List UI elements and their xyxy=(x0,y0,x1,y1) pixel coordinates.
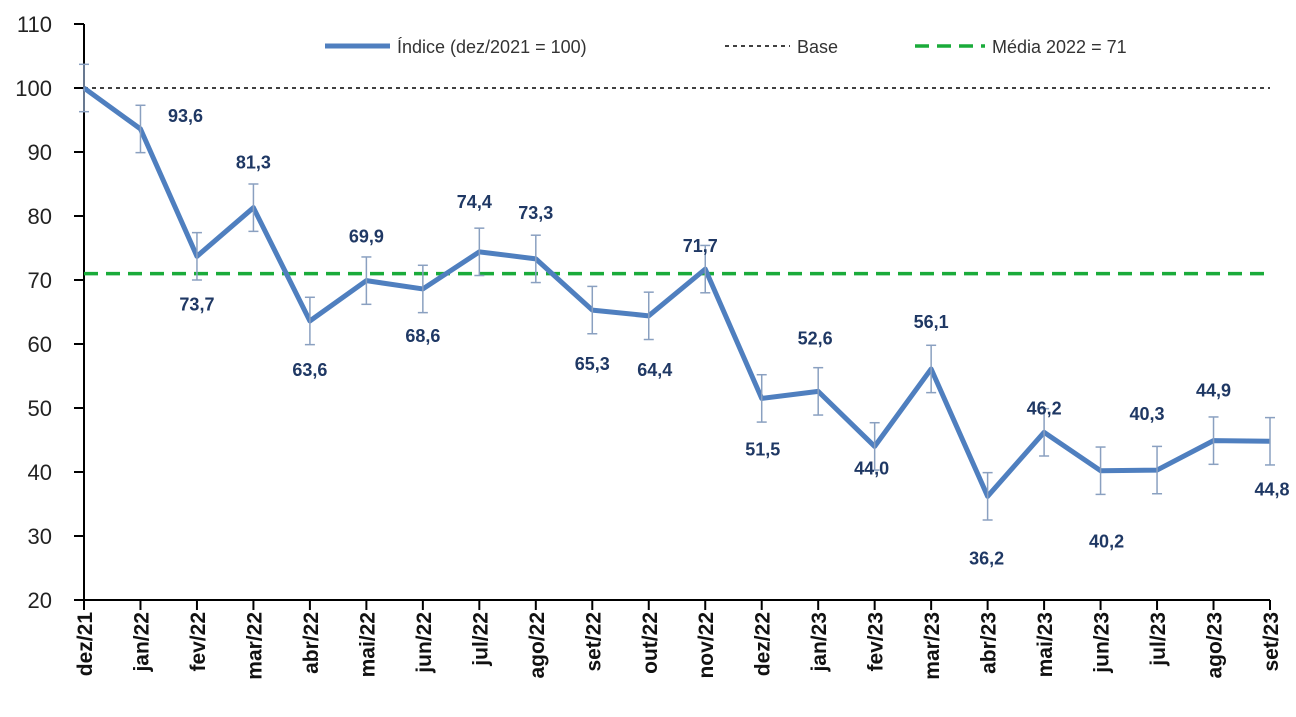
error-bar xyxy=(926,344,937,394)
data-label: 74,4 xyxy=(457,192,492,212)
error-bar xyxy=(1152,445,1163,495)
error-bar xyxy=(248,183,259,233)
data-label: 40,2 xyxy=(1089,532,1124,552)
x-tick-label: abr/22 xyxy=(300,612,323,674)
x-tick-label: jun/22 xyxy=(413,612,436,674)
x-tick-label: jan/22 xyxy=(130,612,153,673)
data-label: 44,9 xyxy=(1196,381,1231,401)
y-tick-label: 40 xyxy=(28,460,52,485)
error-bar xyxy=(869,421,880,471)
data-label: 64,4 xyxy=(637,360,672,380)
x-tick-label: dez/21 xyxy=(74,612,97,677)
data-label: 63,6 xyxy=(292,360,327,380)
error-bar xyxy=(1265,416,1275,466)
data-label: 73,7 xyxy=(179,294,214,314)
x-tick-label: fev/22 xyxy=(187,612,210,672)
y-tick-label: 50 xyxy=(28,396,52,421)
y-tick-label: 110 xyxy=(17,12,52,37)
error-bar xyxy=(191,231,202,281)
error-bar xyxy=(361,256,372,306)
y-tick-label: 60 xyxy=(28,332,52,357)
x-tick-label: abr/23 xyxy=(978,612,1001,674)
error-bar xyxy=(982,471,993,521)
legend-label: Média 2022 = 71 xyxy=(992,37,1127,57)
data-label: 46,2 xyxy=(1027,398,1062,418)
x-tick-label: jun/23 xyxy=(1091,612,1114,674)
x-tick-label: mar/23 xyxy=(921,612,944,680)
x-tick-label: jul/22 xyxy=(469,612,492,667)
error-bar xyxy=(1039,407,1050,457)
y-tick-label: 70 xyxy=(28,268,52,293)
data-label: 56,1 xyxy=(914,312,949,332)
error-bar xyxy=(417,264,428,314)
data-label: 93,6 xyxy=(168,106,203,126)
x-tick-label: nov/22 xyxy=(695,612,718,679)
y-tick-label: 20 xyxy=(28,588,52,613)
error-bar xyxy=(700,244,711,294)
x-tick-label: dez/22 xyxy=(752,612,775,676)
x-tick-label: out/22 xyxy=(639,612,662,674)
error-bar xyxy=(474,227,485,277)
legend-label: Base xyxy=(797,37,838,57)
x-tick-label: jan/23 xyxy=(808,612,831,673)
x-tick-label: ago/23 xyxy=(1204,612,1227,679)
data-label: 52,6 xyxy=(798,328,833,348)
x-tick-label: set/23 xyxy=(1260,612,1283,672)
x-tick-label: mar/22 xyxy=(243,612,266,680)
error-bar xyxy=(587,285,598,335)
series-line xyxy=(82,85,1271,499)
x-tick-label: fev/23 xyxy=(865,612,888,672)
data-label: 73,3 xyxy=(518,203,553,223)
error-bar xyxy=(79,63,89,113)
y-tick-label: 80 xyxy=(28,204,52,229)
error-bar xyxy=(530,234,541,284)
data-label: 81,3 xyxy=(236,153,271,173)
legend-label: Índice (dez/2021 = 100) xyxy=(397,37,587,57)
error-bar xyxy=(135,104,146,154)
error-bar xyxy=(304,296,315,346)
x-tick-label: mai/22 xyxy=(356,612,379,677)
error-bar xyxy=(756,373,767,423)
error-bar xyxy=(643,291,654,341)
x-tick-label: mai/23 xyxy=(1034,612,1057,677)
data-label: 65,3 xyxy=(575,354,610,374)
x-tick-label: ago/22 xyxy=(526,612,549,679)
x-tick-label: set/22 xyxy=(582,612,605,672)
x-tick-label: jul/23 xyxy=(1147,612,1170,667)
data-label: 51,5 xyxy=(745,439,780,459)
y-tick-label: 30 xyxy=(28,524,52,549)
data-label: 68,6 xyxy=(405,326,440,346)
error-bar xyxy=(813,366,824,416)
data-label: 44,0 xyxy=(854,458,889,478)
data-label: 69,9 xyxy=(349,227,384,247)
error-bar xyxy=(1208,416,1219,466)
data-label: 44,8 xyxy=(1254,479,1289,499)
data-label: 71,7 xyxy=(683,236,718,256)
data-label: 40,3 xyxy=(1130,404,1165,424)
data-label: 36,2 xyxy=(969,548,1004,568)
y-tick-label: 100 xyxy=(15,76,52,101)
y-tick-label: 90 xyxy=(28,140,52,165)
error-bar xyxy=(1095,446,1106,496)
